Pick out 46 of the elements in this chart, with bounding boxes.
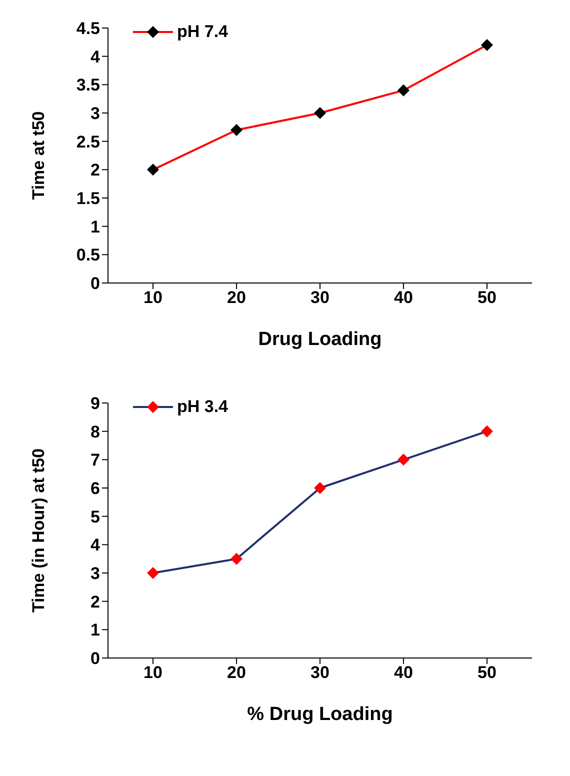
y-tick-label: 8 (90, 422, 100, 442)
x-axis-title: Drug Loading (258, 329, 382, 350)
y-tick-label: 6 (90, 479, 100, 498)
y-tick-label: 2 (90, 160, 100, 180)
x-axis-title: % Drug Loading (247, 704, 393, 725)
x-tick-label: 40 (394, 663, 413, 682)
y-tick-label: 3.5 (76, 76, 100, 95)
y-tick-label: 4.5 (76, 19, 100, 38)
legend-label: pH 7.4 (177, 22, 228, 42)
x-tick-label: 20 (227, 288, 246, 308)
y-axis-title: Time (in Hour) at t50 (29, 448, 48, 613)
point (314, 107, 326, 119)
y-tick-label: 0.5 (76, 246, 100, 265)
y-tick-label: 4 (90, 536, 101, 555)
x-tick-label: 30 (310, 663, 330, 682)
point (481, 425, 493, 438)
x-tick-label: 10 (144, 663, 162, 682)
y-tick-label: 5 (90, 507, 100, 526)
x-tick-label: 20 (227, 663, 246, 682)
x-tick-label: 10 (144, 288, 162, 308)
point (230, 552, 242, 565)
point (147, 567, 159, 579)
y-tick-label: 3 (90, 564, 100, 584)
point (398, 454, 410, 466)
y-tick-label: 1 (90, 620, 100, 640)
point (147, 164, 159, 176)
y-tick-label: 7 (90, 450, 100, 470)
y-tick-label: 3 (90, 104, 100, 124)
y-tick-label: 2.5 (76, 132, 100, 152)
point (481, 39, 493, 51)
y-tick-label: 1 (90, 217, 100, 236)
y-axis-title: Time at t50 (29, 111, 48, 200)
y-tick-label: 1.5 (76, 189, 100, 208)
point (314, 482, 326, 494)
y-tick-label: 9 (90, 394, 100, 414)
x-tick-label: 30 (310, 288, 330, 308)
legend-label: pH 3.4 (177, 397, 228, 417)
y-tick-label: 2 (90, 592, 100, 612)
x-tick-label: 50 (478, 663, 496, 682)
y-tick-label: 4 (90, 47, 101, 66)
x-tick-label: 50 (478, 288, 496, 308)
point (230, 124, 242, 136)
point (398, 84, 410, 96)
y-tick-label: 0 (90, 649, 100, 668)
x-tick-label: 40 (394, 288, 413, 308)
y-tick-label: 0 (90, 274, 100, 294)
